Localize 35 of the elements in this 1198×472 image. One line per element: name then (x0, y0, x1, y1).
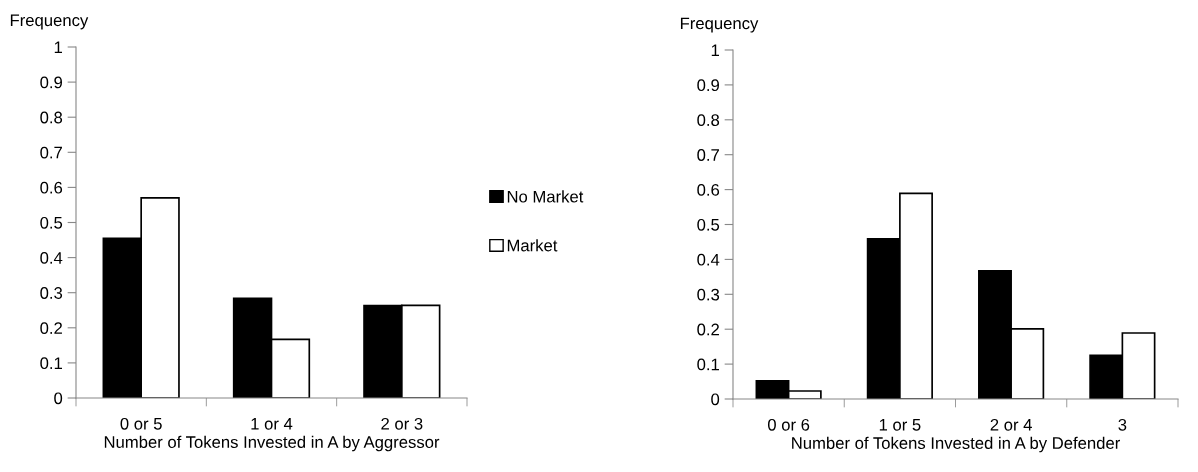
y-tick-label: 0.9 (40, 76, 63, 89)
y-tick-label: 0 (711, 393, 720, 406)
y-tick-label: 0.2 (697, 323, 719, 336)
x-tick-label: 3 (1118, 418, 1127, 431)
y-tick-label: 0.6 (40, 181, 63, 194)
y-tick-label: 0.7 (40, 146, 62, 159)
x-tick-label: 2 or 4 (990, 418, 1032, 431)
y-tick-label: 0.4 (697, 253, 720, 266)
y-tick-label: 0.8 (40, 111, 63, 124)
x-tick-label: 0 or 6 (767, 418, 810, 431)
y-axis-title: Frequency (680, 17, 759, 33)
y-tick-label: 1 (54, 41, 62, 54)
x-axis-title: Number of Tokens Invested in A by Aggressor (104, 435, 440, 452)
y-tick-label: 0.8 (697, 114, 720, 126)
x-axis-title: Number of Tokens Invested in A by Defender (792, 436, 1120, 453)
y-tick-label: 0.7 (697, 149, 719, 161)
y-tick-label: 0.4 (40, 252, 63, 264)
legend-label: Market (507, 239, 558, 252)
x-tick-label: 1 or 4 (251, 418, 293, 430)
y-tick-label: 0 (54, 392, 63, 405)
y-tick-label: 1 (711, 44, 719, 57)
y-tick-label: 0.6 (697, 184, 720, 196)
y-tick-label: 0.5 (40, 216, 63, 229)
y-tick-label: 0.1 (40, 357, 62, 370)
y-tick-label: 0.3 (697, 288, 720, 301)
y-tick-label: 0.2 (40, 322, 62, 334)
y-tick-label: 0.5 (697, 218, 720, 231)
y-axis-title: Frequency (10, 14, 89, 30)
x-tick-label: 0 or 5 (120, 417, 162, 430)
x-tick-label: 2 or 3 (381, 417, 423, 430)
y-tick-label: 0.3 (40, 287, 63, 299)
y-tick-label: 0.1 (697, 358, 719, 371)
y-tick-label: 0.9 (697, 79, 720, 92)
legend-label: No Market (507, 190, 584, 203)
x-tick-label: 1 or 5 (879, 419, 921, 431)
